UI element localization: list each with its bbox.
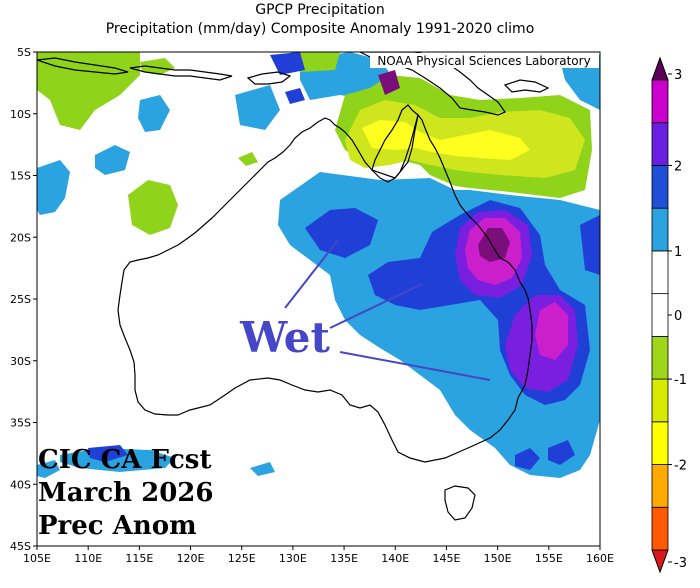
forecast-label-line1: CIC CA Fcst [38,445,211,475]
lon-label: 150E [484,552,512,565]
anomaly-lightblue-sw [60,448,175,472]
lon-label: 145E [432,552,460,565]
lon-label: 105E [23,552,51,565]
colorbar-tick-label: 1 [674,245,682,260]
anomaly-blue-c [580,215,600,275]
lat-label: 20S [10,231,31,244]
arrow-line-2 [329,283,423,329]
cape-york-outline [371,104,419,179]
credit-text: NOAA Physical Sciences Laboratory [377,54,590,68]
lon-label: 110E [74,552,102,565]
colorbar-tick-label: 0 [674,309,682,324]
annotation-arrows [284,239,491,381]
anomaly-blue-f [88,445,128,462]
colorbar-segment [651,335,669,380]
anomaly-lightblue-n3 [235,85,280,130]
new-britain-outline [503,79,550,93]
map-title: GPCP Precipitation [255,2,385,18]
colorbar-tick-label: 2 [674,159,682,174]
colorbar-segment [651,207,669,252]
colorbar-segment [651,506,669,551]
forecast-label-line3: Prec Anom [38,511,197,541]
anomaly-darkpurple-b [378,70,400,95]
colorbar-tick-label: -1 [674,373,687,388]
colorbar-min-triangle [651,549,669,574]
colorbar-tick-label: -2 [674,459,687,474]
tasmania-coastline [444,485,476,521]
colorbar-segment [651,122,669,166]
anomaly-yellow-ne [362,120,530,160]
colorbar-tick-label: -3 [674,556,687,571]
anomaly-green-n [140,58,175,75]
colorbar-segment [651,421,669,465]
lat-label: 45S [10,540,31,553]
anomaly-lightblue-nw [37,160,70,215]
colorbar-segment [651,378,669,423]
latitude-axis: 5S 10S 15S 20S 25S 30S 35S 40S 45S [10,46,37,553]
lon-label: 120E [177,552,205,565]
anomaly-green-nw [37,52,140,130]
colorbar-segment [651,464,669,508]
lat-label: 30S [10,355,31,368]
longitude-axis: 105E 110E 115E 120E 125E 130E 135E 140E 145E 150E… [23,546,614,565]
anomaly-blue-h [285,88,305,104]
lon-label: 115E [125,552,153,565]
islands-outline-2 [129,65,233,81]
anomaly-lightblue-n1 [95,145,130,175]
lon-label: 140E [381,552,409,565]
arrow-line-1 [284,239,339,309]
anomaly-lightblue-s [250,462,275,476]
lon-label: 130E [279,552,307,565]
lat-label: 10S [10,108,31,121]
lat-label: 15S [10,170,31,183]
anomaly-green-small [238,152,258,166]
lon-label: 160E [586,552,614,565]
forecast-label-line2: March 2026 [38,478,213,508]
map-subtitle: Precipitation (mm/day) Composite Anomaly… [105,21,535,37]
colorbar-tick-label: 3 [674,68,682,83]
colorbar-segment [651,250,669,295]
wet-annotation: Wet [239,313,330,362]
anomaly-blue-e [548,440,575,465]
anomaly-green-w [128,180,178,235]
islands-outline [37,57,129,75]
colorbar-segment [651,293,669,337]
credit-box [370,53,599,68]
colorbar-segment [651,165,669,209]
timor-coastline [246,71,292,85]
lon-label: 125E [228,552,256,565]
anomaly-blue-a [305,208,378,258]
anomaly-magenta-b [535,302,568,360]
anomaly-darkpurple [478,228,510,262]
lat-label: 5S [17,46,31,59]
anomaly-field [37,52,600,478]
anomaly-blue-g [270,52,305,75]
anomaly-blue-d [515,448,540,470]
anomaly-lightblue-east2 [560,55,600,110]
colorbar-max-triangle [651,56,669,81]
arrow-line-3 [339,351,491,381]
anomaly-lightblue-sw2 [37,460,60,478]
lon-label: 135E [330,552,358,565]
lon-label: 155E [535,552,563,565]
lat-label: 35S [10,417,31,430]
anomaly-lightblue-n2 [138,95,170,132]
lat-label: 40S [10,478,31,491]
colorbar-segment [651,79,669,124]
lat-label: 25S [10,293,31,306]
